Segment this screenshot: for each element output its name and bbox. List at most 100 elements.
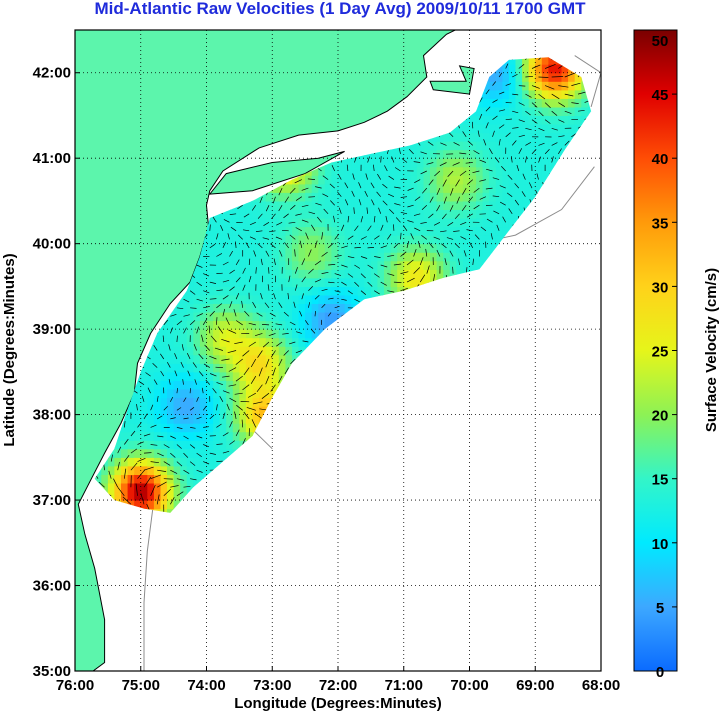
heatmap-cell [278, 286, 286, 296]
heatmap-cell [226, 277, 234, 287]
heatmap-cell [410, 218, 418, 228]
heatmap-cell [114, 465, 122, 475]
heatmap-cell [357, 183, 365, 193]
heatmap-cell [489, 89, 497, 99]
heatmap-cell [298, 320, 306, 330]
heatmap-cell [331, 200, 339, 210]
heatmap-cell [469, 124, 477, 134]
heatmap-cell [167, 483, 175, 493]
heatmap-cell [357, 158, 365, 168]
heatmap-cell [259, 192, 267, 202]
heatmap-cell [252, 209, 260, 219]
heatmap-cell [278, 209, 286, 219]
heatmap-cell [331, 243, 339, 253]
heatmap-cell [469, 149, 477, 159]
heatmap-cell [423, 166, 431, 176]
heatmap-cell [443, 141, 451, 151]
heatmap-cell [462, 235, 471, 245]
heatmap-cell [443, 252, 451, 262]
heatmap-cell [226, 431, 234, 441]
heatmap-cell [443, 192, 451, 202]
heatmap-cell [292, 312, 300, 322]
heatmap-cell [272, 226, 280, 236]
heatmap-cell [357, 166, 365, 176]
heatmap-cell [305, 252, 313, 262]
heatmap-cell [232, 423, 240, 433]
heatmap-cell [384, 209, 392, 219]
heatmap-cell [462, 218, 471, 228]
heatmap-cell [265, 303, 273, 313]
heatmap-cell [318, 183, 326, 193]
heatmap-cell [213, 312, 221, 322]
heatmap-cell [272, 192, 280, 202]
heatmap-cell [206, 226, 214, 236]
heatmap-cell [285, 337, 293, 347]
heatmap-cell [259, 218, 267, 228]
heatmap-cell [495, 166, 503, 176]
heatmap-cell [239, 277, 247, 287]
heatmap-cell [127, 465, 135, 475]
heatmap-cell [324, 303, 332, 313]
heatmap-cell [121, 491, 129, 501]
heatmap-cell [278, 260, 286, 270]
heatmap-cell [245, 286, 254, 296]
heatmap-cell [324, 312, 332, 322]
heatmap-cell [239, 252, 247, 262]
heatmap-cell [456, 260, 464, 270]
heatmap-cell [305, 286, 313, 296]
heatmap-cell [180, 371, 188, 381]
heatmap-cell [357, 226, 365, 236]
heatmap-cell [173, 448, 181, 458]
heatmap-cell [265, 286, 273, 296]
heatmap-cell [384, 175, 392, 185]
heatmap-cell [213, 371, 221, 381]
heatmap-cell [384, 243, 392, 253]
heatmap-cell [226, 303, 234, 313]
heatmap-cell [226, 260, 234, 270]
heatmap-cell [252, 235, 260, 245]
heatmap-cell [384, 235, 392, 245]
heatmap-cell [272, 354, 280, 364]
heatmap-cell [443, 269, 451, 279]
heatmap-cell [219, 260, 227, 270]
heatmap-cell [462, 141, 471, 151]
heatmap-cell [390, 218, 398, 228]
heatmap-cell [285, 200, 293, 210]
heatmap-cell [397, 260, 405, 270]
heatmap-cell [502, 226, 510, 236]
heatmap-cell [430, 141, 438, 151]
heatmap-cell [173, 406, 181, 416]
heatmap-cell [370, 200, 379, 210]
heatmap-cell [489, 98, 497, 108]
heatmap-cell [245, 200, 254, 210]
heatmap-cell [305, 260, 313, 270]
heatmap-cell [193, 380, 201, 390]
heatmap-cell [338, 243, 346, 253]
heatmap-cell [213, 354, 221, 364]
heatmap-cell [206, 269, 214, 279]
heatmap-cell [252, 354, 260, 364]
heatmap-cell [298, 200, 306, 210]
heatmap-cell [410, 269, 418, 279]
heatmap-cell [193, 269, 201, 279]
heatmap-cell [456, 218, 464, 228]
heatmap-cell [370, 158, 379, 168]
heatmap-cell [252, 406, 260, 416]
heatmap-cell [482, 81, 490, 91]
heatmap-cell [206, 363, 214, 373]
heatmap-cell [403, 226, 411, 236]
heatmap-cell [180, 346, 188, 356]
heatmap-cell [357, 235, 365, 245]
heatmap-cell [252, 312, 260, 322]
heatmap-cell [476, 132, 484, 142]
heatmap-cell [430, 158, 438, 168]
heatmap-cell [232, 431, 240, 441]
heatmap-cell [252, 337, 260, 347]
heatmap-cell [462, 124, 471, 134]
heatmap-cell [245, 269, 254, 279]
heatmap-cell [443, 209, 451, 219]
heatmap-cell [489, 218, 497, 228]
heatmap-cell [324, 209, 332, 219]
heatmap-cell [160, 389, 168, 399]
heatmap-cell [153, 406, 162, 416]
